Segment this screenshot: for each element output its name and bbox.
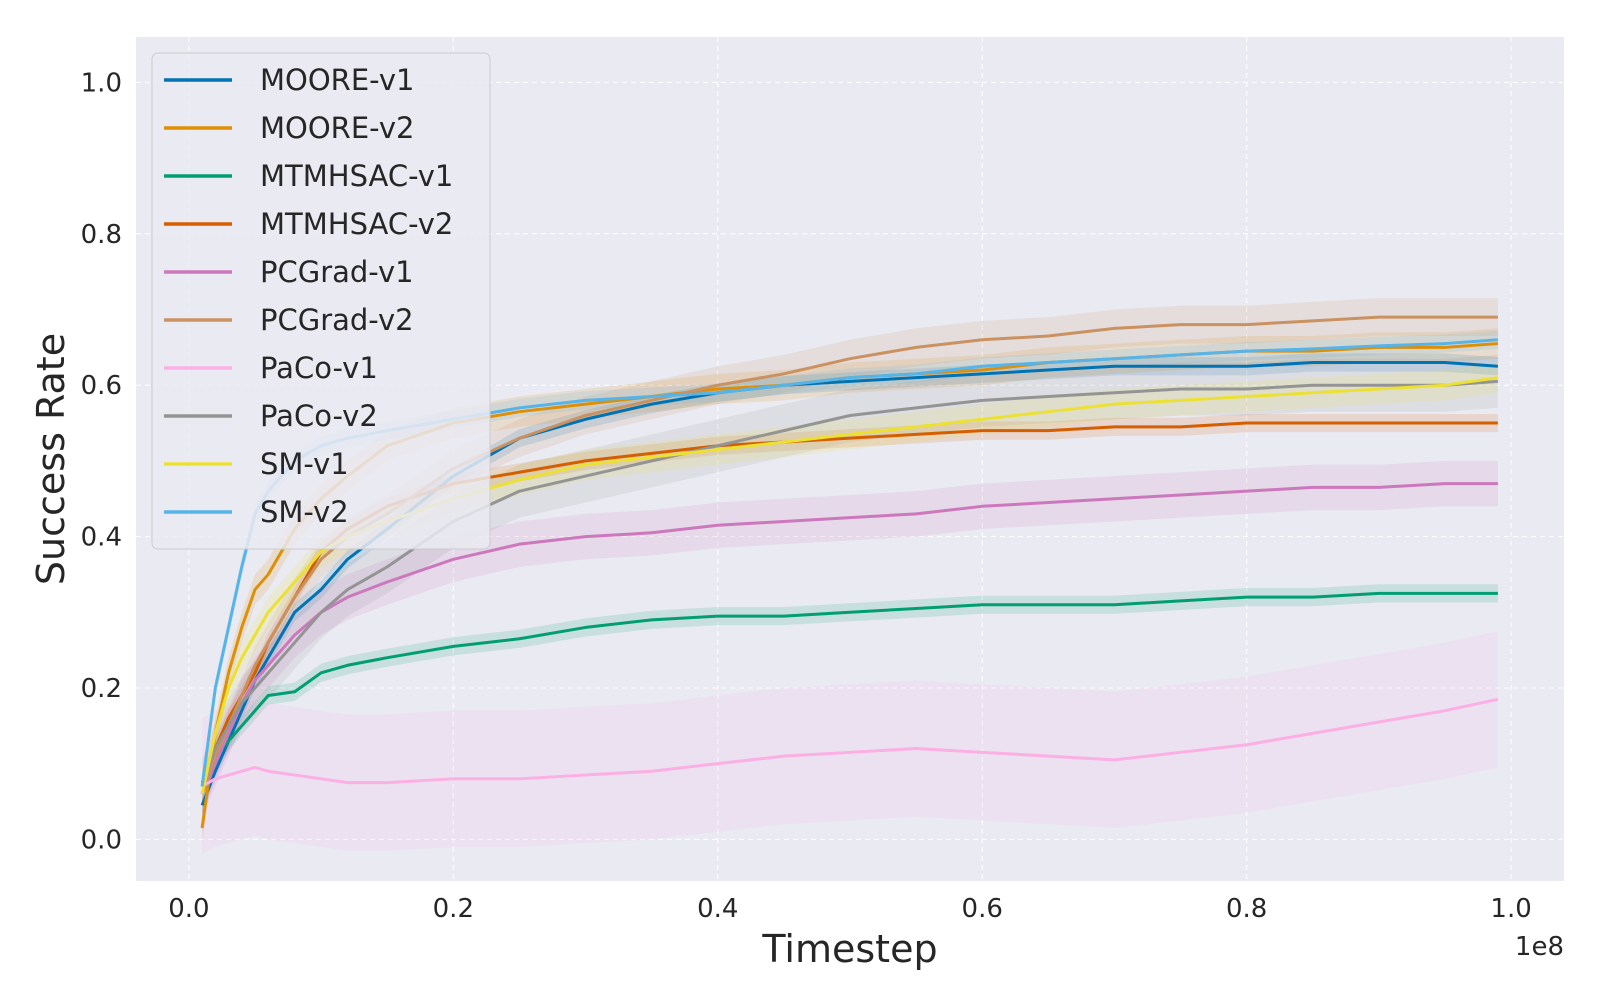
series-line-mtmhsac-v1 [200, 591, 1498, 784]
band-pcgrad-v1 [202, 460, 1498, 817]
band-paco-v2 [202, 354, 1498, 813]
legend-label: MOORE-v1 [260, 63, 414, 97]
y-axis-ticks: 0.0 0.2 0.4 0.6 0.8 1.0 [81, 68, 122, 855]
legend: MOORE-v1 MOORE-v2 MTMHSAC-v1 MTMHSAC-v2 PCGr… [151, 52, 491, 550]
legend-label: PaCo-v2 [260, 399, 378, 433]
band-paco-v1 [202, 631, 1498, 855]
x-axis-label: Timestep [761, 927, 937, 971]
y-tick-label: 1.0 [81, 68, 122, 98]
legend-label: MOORE-v2 [260, 111, 414, 145]
y-axis-label: Success Rate [29, 333, 73, 585]
x-tick-label: 1.0 [1490, 894, 1531, 924]
legend-label: MTMHSAC-v2 [260, 207, 453, 241]
series-line-sm-v1 [200, 376, 1499, 795]
y-tick-label: 0.0 [81, 825, 122, 855]
y-tick-label: 0.4 [81, 523, 122, 553]
band-pcgrad-v2 [202, 298, 1498, 813]
legend-label: PaCo-v1 [260, 351, 378, 385]
x-tick-label: 0.6 [962, 894, 1003, 924]
series-line-pcgrad-v1 [200, 482, 1498, 795]
x-tick-label: 0.4 [697, 894, 738, 924]
x-tick-label: 0.2 [433, 894, 474, 924]
series-line-moore-v1 [200, 360, 1498, 806]
y-tick-label: 0.2 [81, 674, 122, 704]
series-line-paco-v1 [201, 697, 1499, 788]
series-line-paco-v2 [200, 379, 1498, 787]
legend-label: PCGrad-v2 [260, 303, 414, 337]
x-tick-label: 0.0 [168, 894, 209, 924]
y-tick-label: 0.6 [81, 371, 122, 401]
legend-frame [151, 52, 491, 550]
series-line-pcgrad-v2 [200, 315, 1498, 795]
x-axis-multiplier: 1e8 [1515, 932, 1564, 962]
band-sm-v1 [202, 362, 1498, 810]
x-axis-ticks: 0.0 0.2 0.4 0.6 0.8 1.0 [168, 894, 1532, 924]
series-line-mtmhsac-v2 [200, 421, 1498, 795]
y-tick-label: 0.8 [81, 220, 122, 250]
legend-label: SM-v2 [260, 495, 349, 529]
legend-label: SM-v1 [260, 447, 349, 481]
legend-label: PCGrad-v1 [260, 255, 414, 289]
x-tick-label: 0.8 [1226, 894, 1267, 924]
legend-label: MTMHSAC-v1 [260, 159, 453, 193]
